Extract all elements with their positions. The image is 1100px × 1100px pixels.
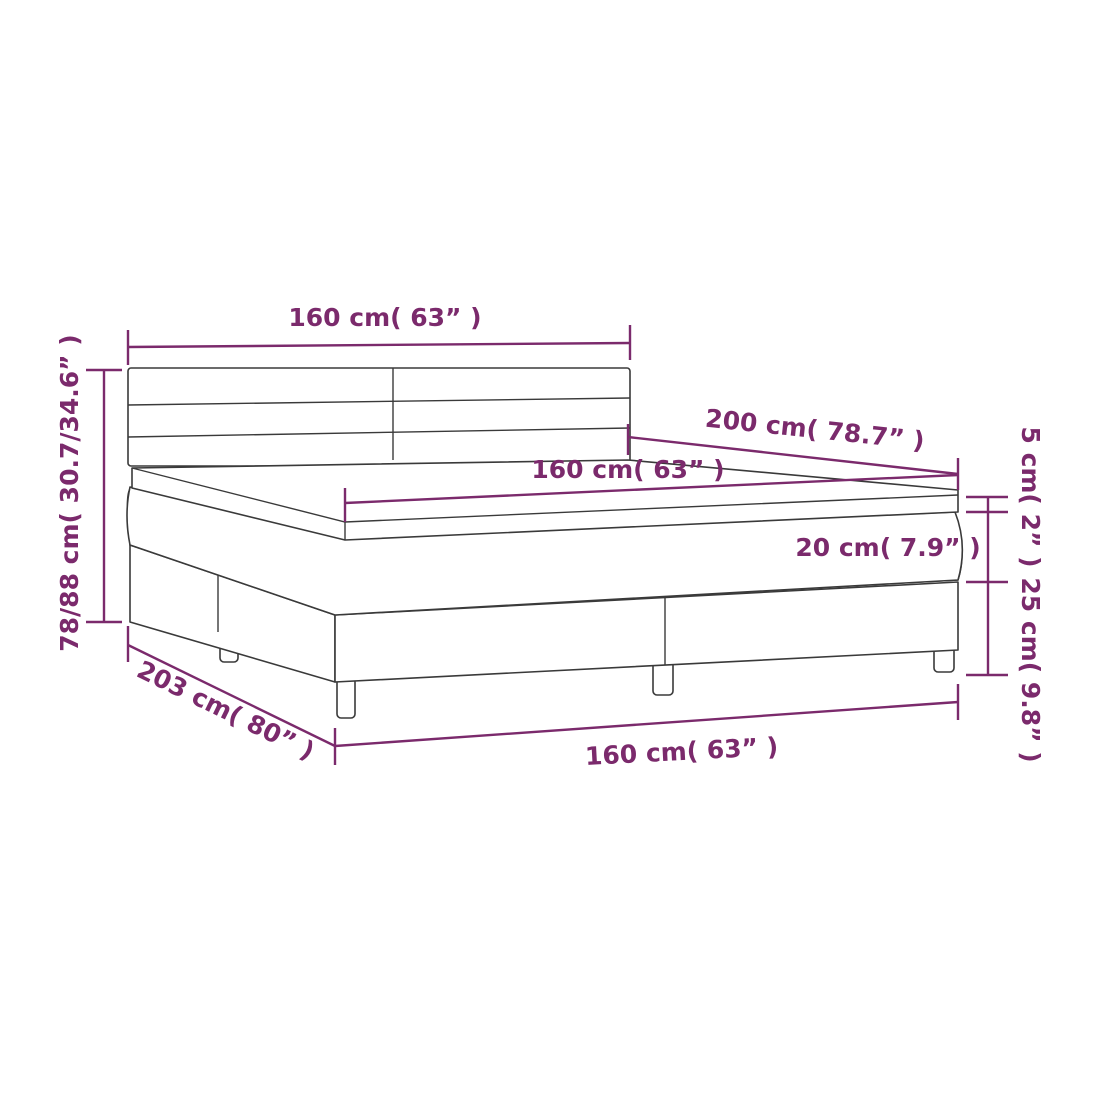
total-height-label: 78/88 cm( 30.7/34.6” ) <box>55 334 84 651</box>
mattress-width-label: 160 cm( 63” ) <box>531 455 724 484</box>
dimension-lines <box>86 325 1008 765</box>
mattress-length-label: 200 cm( 78.7” ) <box>704 404 926 456</box>
headboard <box>127 367 631 467</box>
base-width-label: 160 cm( 63” ) <box>584 732 779 771</box>
headboard-width-label: 160 cm( 63” ) <box>288 303 481 332</box>
topper-height-label: 5 cm( 2” ) <box>1016 426 1045 567</box>
leg <box>336 677 356 719</box>
mattress-height-label: 20 cm( 7.9” ) <box>795 533 980 562</box>
base-height-label: 25 cm( 9.8” ) <box>1016 577 1045 762</box>
total-length-label: 203 cm( 80” ) <box>133 655 319 766</box>
bed-drawing <box>126 367 964 719</box>
mattress-body <box>126 486 964 616</box>
